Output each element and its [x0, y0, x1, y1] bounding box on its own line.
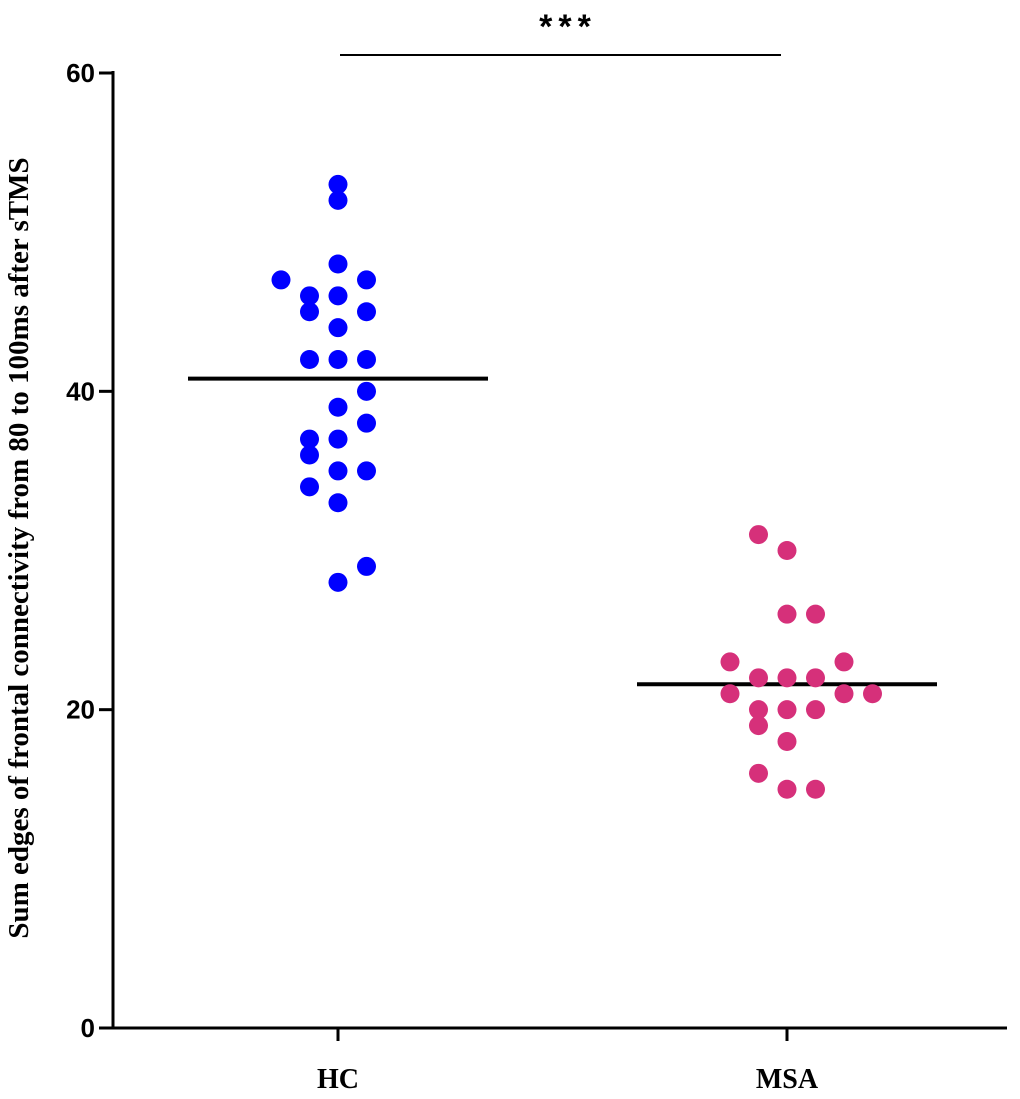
data-point	[749, 525, 768, 545]
data-point	[328, 318, 348, 338]
data-point	[300, 302, 319, 322]
data-point	[300, 429, 319, 449]
data-point	[806, 668, 825, 688]
data-point	[777, 732, 797, 751]
data-point	[777, 779, 797, 799]
data-point	[328, 190, 348, 210]
data-point	[834, 652, 854, 672]
data-point	[749, 668, 768, 688]
data-point	[357, 413, 376, 433]
data-point	[806, 779, 825, 799]
data-point	[777, 604, 797, 624]
data-point	[271, 270, 291, 290]
data-point	[806, 604, 825, 624]
data-point	[357, 461, 376, 481]
data-point	[328, 493, 348, 513]
data-point	[328, 254, 348, 274]
x-tick-label: MSA	[756, 1064, 819, 1095]
y-tick-label: 0	[81, 1013, 95, 1043]
data-point	[328, 461, 348, 481]
data-point	[357, 556, 376, 576]
axes: 0 20 40 60 HC MSA	[66, 58, 1007, 1095]
data-point	[328, 397, 348, 417]
data-point	[328, 572, 348, 592]
data-point	[300, 445, 319, 465]
data-point	[720, 684, 740, 704]
data-point	[357, 381, 376, 401]
data-point	[357, 302, 376, 322]
data-points	[271, 174, 882, 799]
data-point	[720, 652, 740, 672]
data-point	[749, 700, 768, 720]
data-point	[328, 429, 348, 449]
y-axis-label: Sum edges of frontal connectivity from 8…	[3, 157, 35, 938]
data-point	[328, 350, 348, 369]
x-tick-label: HC	[317, 1064, 359, 1095]
data-point	[357, 350, 376, 369]
data-point	[328, 174, 348, 194]
mean-lines	[188, 376, 937, 687]
y-tick-label: 20	[66, 695, 95, 725]
data-point	[300, 350, 319, 369]
data-point	[357, 270, 376, 290]
data-point	[328, 286, 348, 306]
data-point	[749, 716, 768, 736]
y-tick-label: 40	[66, 376, 95, 406]
data-point	[834, 684, 854, 704]
data-point	[300, 286, 319, 306]
significance-label: ***	[539, 8, 597, 46]
data-point	[777, 541, 797, 560]
data-point	[300, 477, 319, 497]
data-point	[777, 668, 797, 688]
significance-annotation: ***	[340, 8, 781, 56]
data-point	[806, 700, 825, 720]
data-point	[749, 763, 768, 783]
data-point	[777, 700, 797, 720]
y-tick-label: 60	[66, 58, 95, 88]
data-point	[863, 684, 882, 704]
